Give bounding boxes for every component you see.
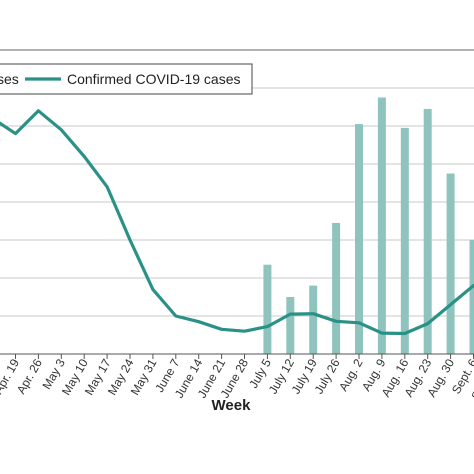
bar-aug-16	[400, 127, 409, 355]
legend: ses Confirmed COVID-19 cases	[0, 63, 253, 95]
bar-aug-2	[355, 124, 363, 354]
bar-july-12	[286, 297, 295, 354]
bar-sept-6	[469, 240, 474, 354]
line-series-confirmed-cases	[0, 109, 474, 336]
bar-aug-30	[446, 173, 455, 354]
bar-aug-23	[423, 108, 432, 355]
legend-label-bars: ses	[0, 71, 19, 87]
bar-series	[263, 97, 474, 355]
x-axis-title: Week	[212, 397, 252, 414]
gridlines	[0, 49, 474, 355]
bar-july-19	[309, 285, 318, 354]
bar-july-5	[263, 264, 272, 354]
bar-aug-9	[377, 97, 386, 354]
bar-july-26	[332, 222, 341, 354]
legend-label-line: Confirmed COVID-19 cases	[67, 71, 241, 87]
